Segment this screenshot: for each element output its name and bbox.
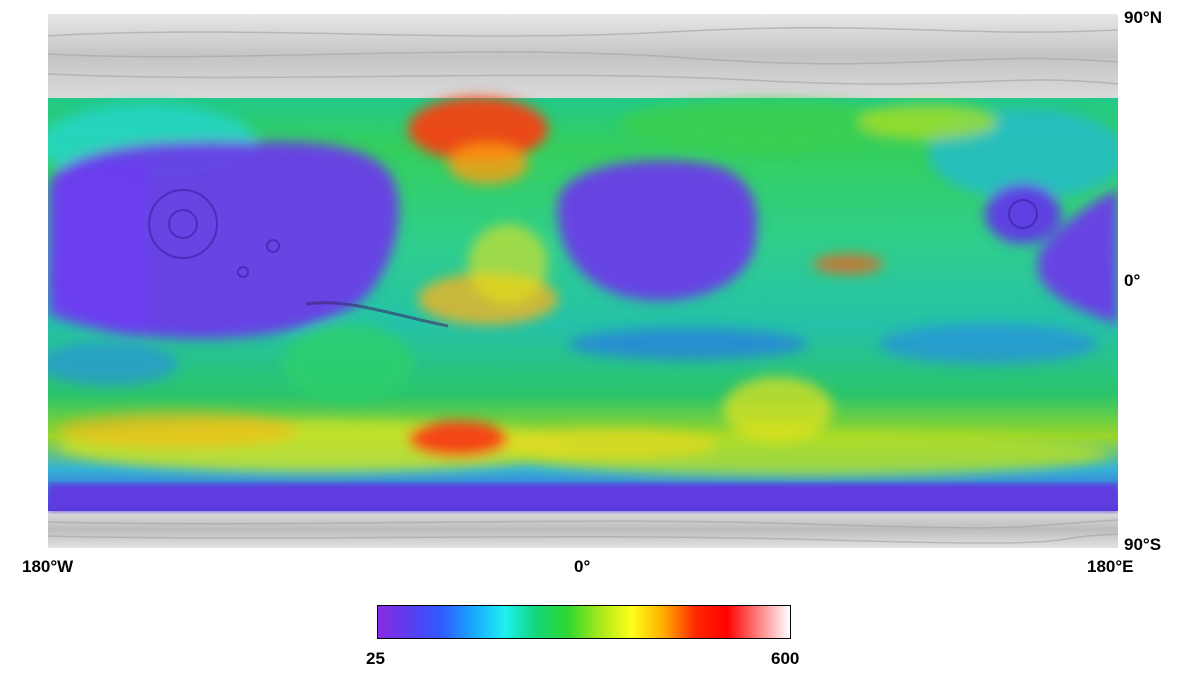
volcano-relief [148, 189, 1038, 278]
lon-label-180e: 180°E [1087, 557, 1134, 576]
colorbar [377, 605, 791, 639]
valles-marineris-line [305, 301, 449, 328]
thermal-features [48, 97, 1118, 476]
lon-label-180w: 180°W [22, 557, 74, 576]
thermal-inertia-map [48, 14, 1118, 548]
colorbar-max-label: 600 [771, 649, 800, 668]
lat-label-90s: 90°S [1124, 535, 1162, 554]
lat-label-equator: 0° [1124, 271, 1141, 290]
map-svg [48, 14, 1118, 548]
south-cold-band [48, 484, 1118, 511]
lat-label-90n: 90°N [1124, 8, 1162, 27]
lon-label-0: 0° [574, 557, 591, 576]
polar-relief-streaks [48, 26, 1118, 544]
colorbar-min-label: 25 [366, 649, 385, 668]
